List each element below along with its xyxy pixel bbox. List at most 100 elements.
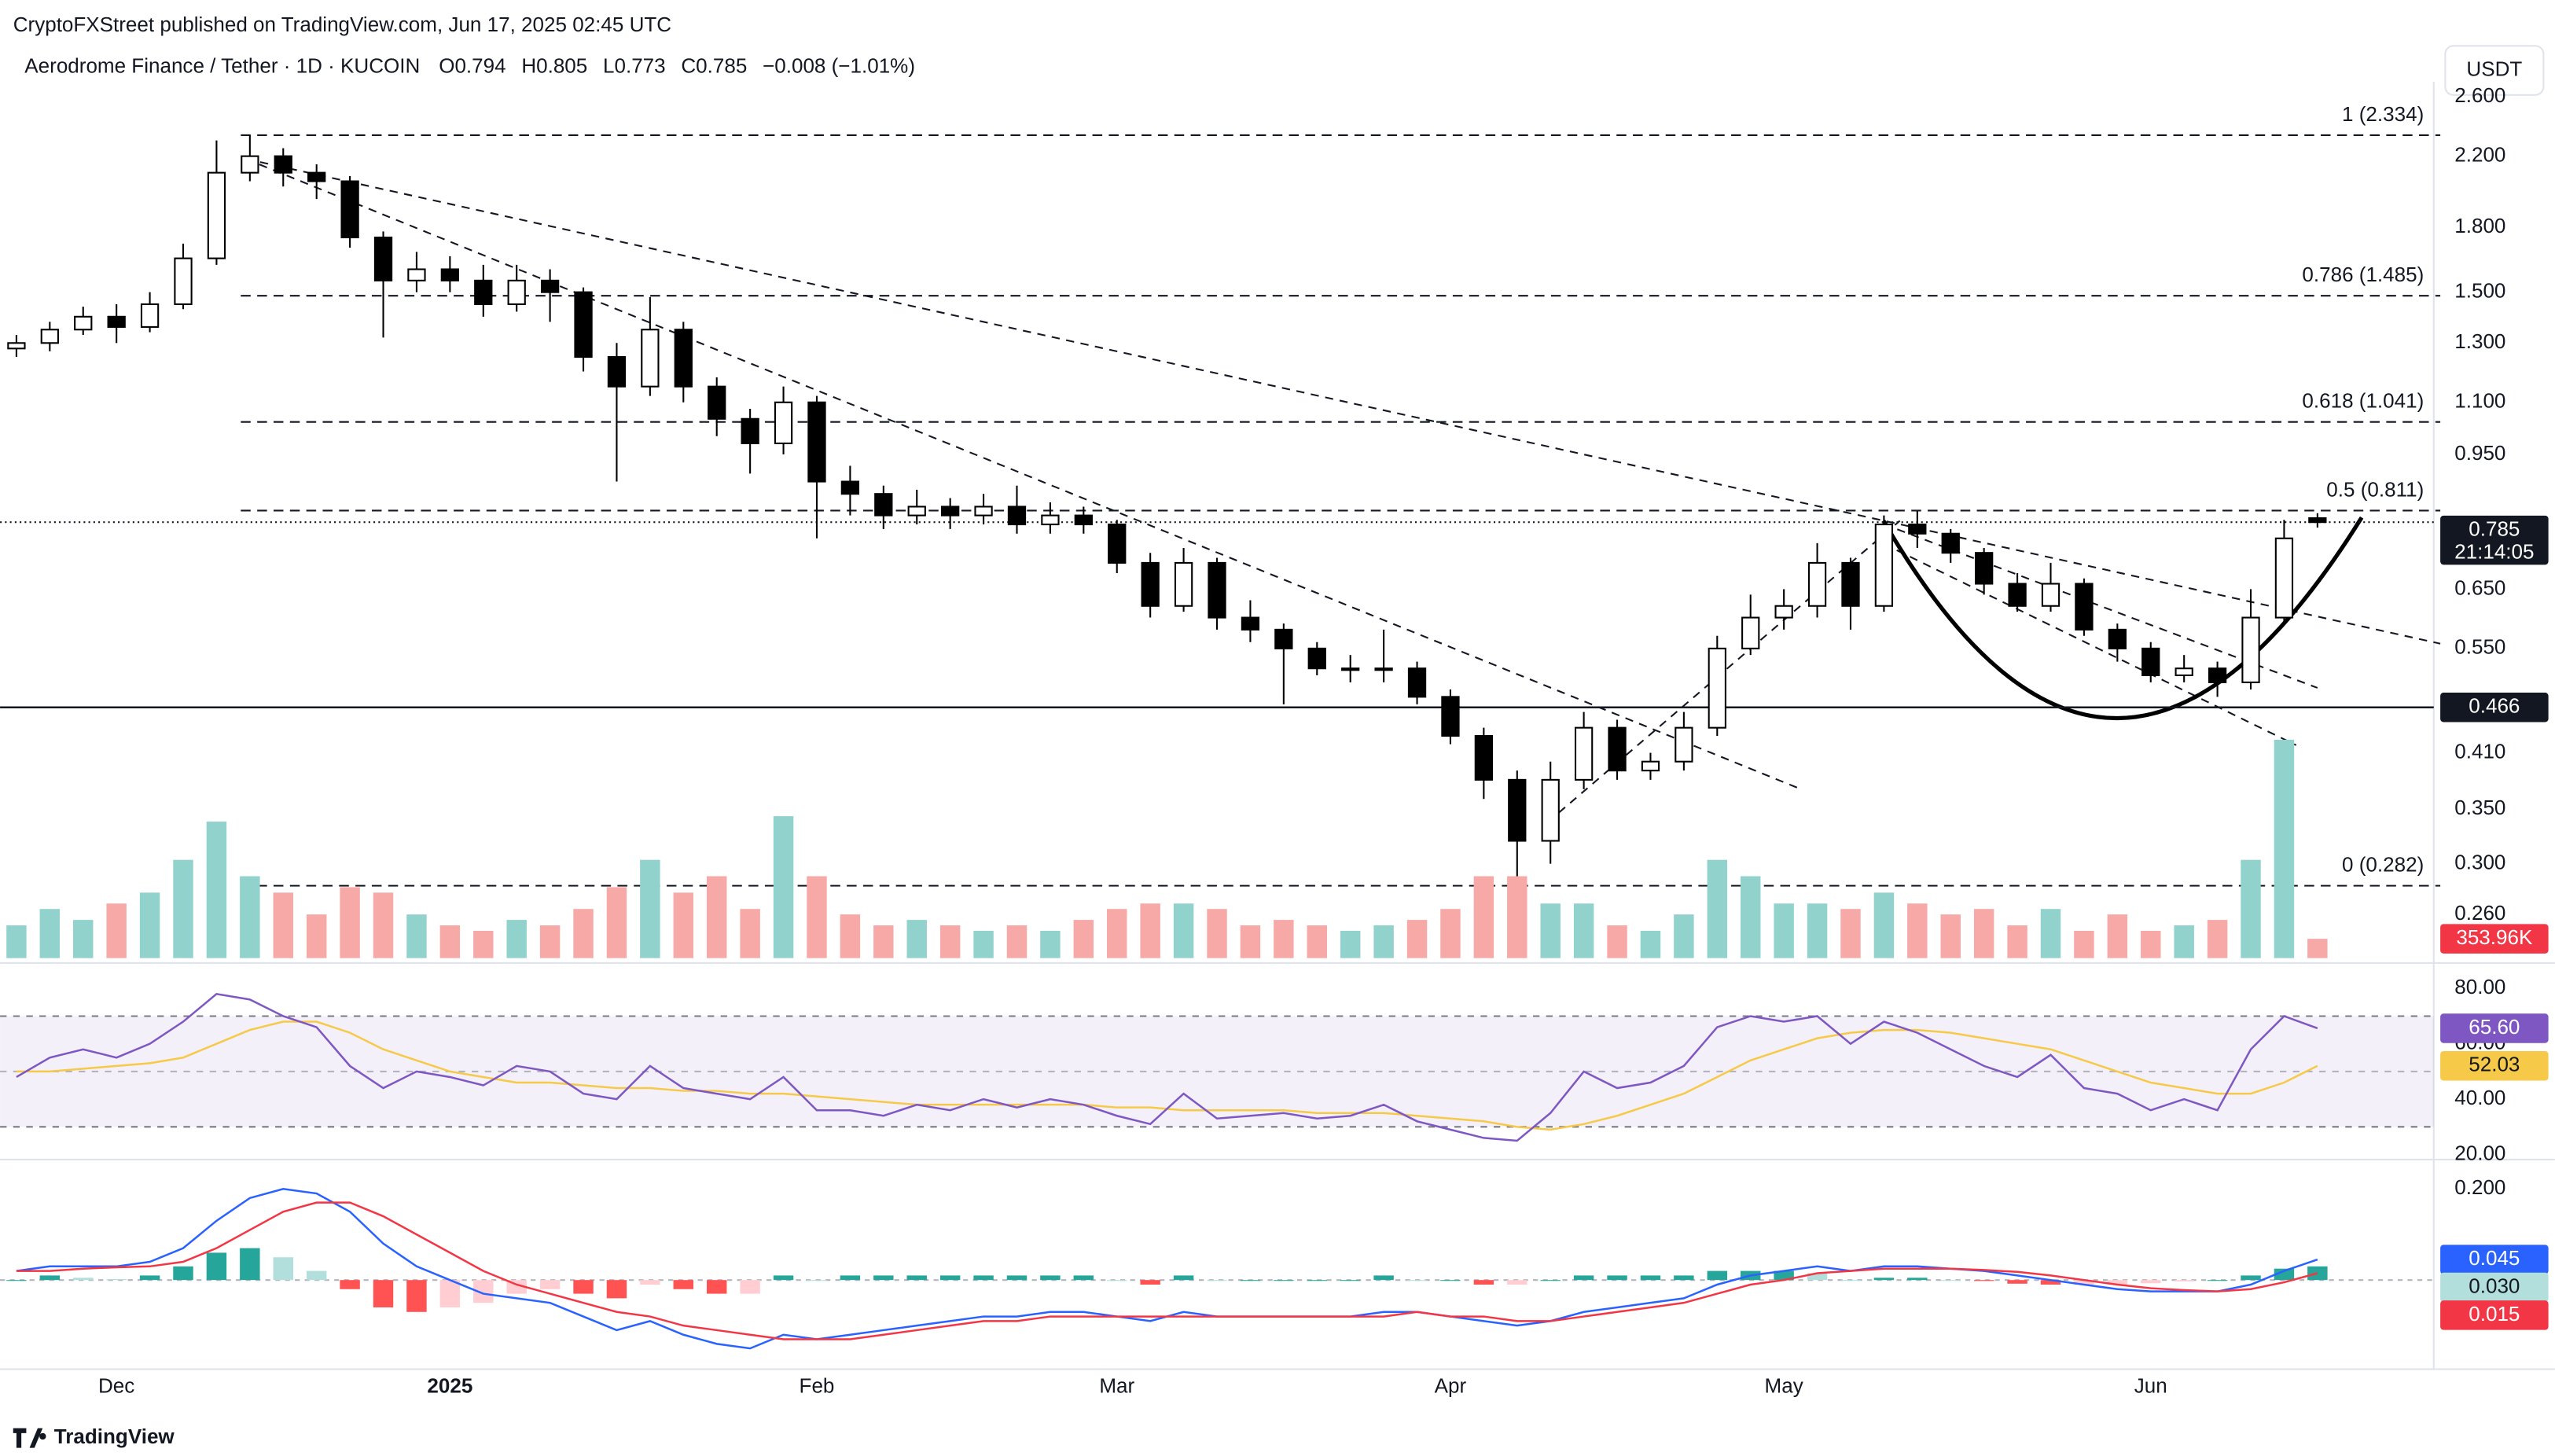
volume-bar xyxy=(439,925,461,958)
candle-body xyxy=(1007,506,1027,526)
macd-histogram-bar xyxy=(1006,1275,1028,1281)
macd-histogram-bar xyxy=(6,1280,27,1281)
macd-histogram-bar xyxy=(939,1275,961,1281)
volume-bar xyxy=(640,859,660,958)
ohlc-close: C0.785 xyxy=(681,53,747,77)
rsi-line xyxy=(16,992,2318,1142)
candle-body xyxy=(2008,583,2027,607)
candle-body xyxy=(1108,524,1127,564)
candle-body xyxy=(107,315,126,328)
fib-label: 1 (2.334) xyxy=(2342,102,2424,126)
trendline xyxy=(245,158,2441,645)
volume-bar xyxy=(973,930,994,958)
volume-bar xyxy=(1674,914,1694,958)
volume-bar xyxy=(2007,925,2027,958)
volume-bar xyxy=(807,876,827,958)
candle-body xyxy=(907,506,926,517)
volume-bar xyxy=(2141,930,2161,958)
macd-histogram-bar xyxy=(1307,1280,1327,1281)
volume-bar xyxy=(473,930,494,958)
volume-bar xyxy=(939,925,961,958)
currency-label[interactable]: USDT xyxy=(2466,57,2522,80)
volume-bar xyxy=(2174,925,2194,958)
candle-body xyxy=(1941,532,1960,554)
candle-body xyxy=(1374,667,1393,671)
macd-histogram-bar xyxy=(1173,1275,1194,1281)
ohlc-change: −0.008 (−1.01%) xyxy=(763,53,915,77)
volume-bar xyxy=(1307,925,1327,958)
macd-histogram-bar xyxy=(2274,1268,2295,1281)
candle-body xyxy=(2041,583,2061,607)
volume-bar xyxy=(1140,903,1160,958)
candle-body xyxy=(74,315,93,331)
volume-bar xyxy=(2074,930,2094,958)
macd-tag: 0.045 xyxy=(2469,1246,2520,1270)
y-tick-label: 2.200 xyxy=(2454,143,2505,167)
brand: TradingView xyxy=(13,1425,175,1448)
candle-body xyxy=(7,342,26,350)
candle-body xyxy=(2075,583,2094,631)
y-tick-label: 0.550 xyxy=(2454,635,2505,659)
candle-body xyxy=(1675,726,1693,763)
volume-bar xyxy=(1840,909,1861,958)
volume-bar xyxy=(139,892,160,958)
volume-bar xyxy=(1573,903,1594,958)
volume-bar xyxy=(1973,909,1994,958)
macd-histogram-bar xyxy=(1907,1278,1928,1281)
currency-button-frame[interactable] xyxy=(2444,45,2545,96)
volume-bar xyxy=(606,887,627,958)
macd-histogram-bar xyxy=(873,1275,894,1281)
macd-histogram-bar xyxy=(406,1280,427,1312)
candle-body xyxy=(1407,667,1427,698)
macd-histogram-bar xyxy=(373,1280,394,1307)
currency-button[interactable]: USDT xyxy=(2444,45,2545,96)
macd-histogram-bar xyxy=(73,1278,94,1281)
volume-bar xyxy=(1873,892,1895,958)
rsi-tag-box xyxy=(2440,1051,2549,1081)
candle-body xyxy=(708,385,726,420)
volume-bar xyxy=(1640,930,1661,958)
y-tick-label: 0.650 xyxy=(2454,575,2505,599)
macd-histogram-bar xyxy=(106,1279,127,1281)
candle-body xyxy=(1074,514,1093,526)
rsi-band xyxy=(0,1016,2434,1127)
volume-bar xyxy=(2274,739,2295,958)
macd-histogram-bar xyxy=(1406,1280,1428,1281)
volume-bar xyxy=(1040,930,1061,958)
candle-body xyxy=(774,401,793,444)
candle-body xyxy=(641,329,660,388)
volume-bar xyxy=(1807,903,1828,958)
macd-histogram-bar xyxy=(773,1275,794,1281)
macd-histogram-bar xyxy=(2207,1280,2228,1281)
macd-histogram-bar xyxy=(1140,1280,1160,1285)
fib-label: 0 (0.282) xyxy=(2342,852,2424,876)
macd-histogram-bar xyxy=(1107,1280,1127,1281)
candle-body xyxy=(1541,778,1560,842)
y-tick-label: 40.00 xyxy=(2454,1086,2505,1109)
macd-tag-box xyxy=(2440,1245,2549,1274)
macd-histogram-bar xyxy=(1040,1275,1061,1281)
rsi-tag: 52.03 xyxy=(2469,1053,2520,1076)
candle-body xyxy=(974,506,993,517)
macd-histogram-bar xyxy=(2107,1280,2128,1285)
macd-histogram-bar xyxy=(1940,1280,1961,1281)
volume-bar xyxy=(1373,925,1394,958)
symbol: Aerodrome Finance / Tether · 1D · KUCOIN xyxy=(24,53,420,77)
macd-histogram-bar xyxy=(2174,1280,2194,1281)
candle-body xyxy=(474,279,493,306)
y-tick-label: 1.500 xyxy=(2454,279,2505,303)
candle-body xyxy=(607,355,627,388)
macd-histogram-bar xyxy=(740,1280,760,1294)
candle-body xyxy=(1774,605,1793,619)
last-price-tag-countdown: 21:14:05 xyxy=(2454,540,2534,564)
candle-body xyxy=(1975,552,1994,585)
macd-line xyxy=(16,1201,2318,1340)
volume-bar xyxy=(39,909,61,958)
macd-histogram-bar xyxy=(2141,1280,2161,1284)
candle-body xyxy=(1141,561,1160,607)
macd-histogram-bar xyxy=(606,1280,627,1299)
volume-bar xyxy=(506,920,527,958)
fib-label: 0.618 (1.041) xyxy=(2302,389,2424,413)
macd-histogram-bar xyxy=(306,1270,327,1281)
macd-tag-box xyxy=(2440,1300,2549,1330)
